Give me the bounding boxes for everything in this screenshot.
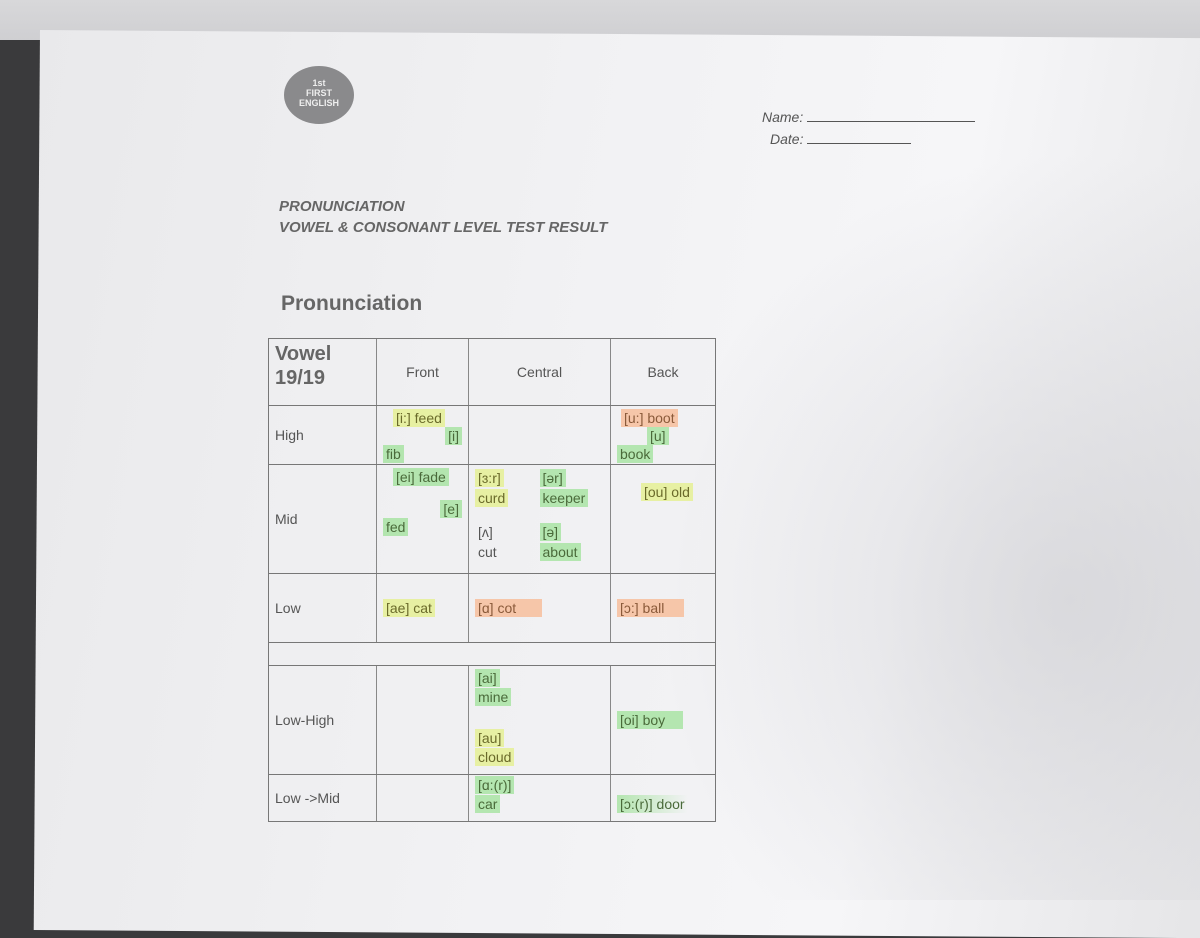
row-label: Low — [269, 574, 377, 642]
sound: [ɔ:] ball — [617, 599, 685, 617]
cell-low-front: [ae] cat — [377, 574, 469, 642]
cell-mid-front: [ei] fade [e] fed — [377, 465, 469, 573]
sound: [ʌ] — [478, 524, 493, 540]
sound: cut — [478, 544, 497, 560]
title-line-2: VOWEL & CONSONANT LEVEL TEST RESULT — [279, 219, 608, 236]
cell-lowmid-back: [ɔ:(r)] door — [611, 775, 715, 821]
table-row-low-mid: Low ->Mid [ɑ:(r)] car [ɔ:(r)] door — [268, 775, 716, 822]
sound: about — [539, 543, 581, 561]
sound: fed — [383, 518, 409, 536]
table-row-low: Low [ae] cat [ɑ] cot [ɔ:] ball — [268, 574, 716, 643]
sound: [ɜ:r] — [475, 469, 504, 487]
sound: [ai] — [475, 669, 500, 687]
sound: [u:] boot — [621, 409, 678, 427]
corner-cell: Vowel 19/19 — [269, 339, 377, 405]
sound: [ae] cat — [383, 599, 435, 617]
name-label: Name: — [762, 109, 804, 125]
sound: [ə] — [539, 523, 562, 541]
sound: [au] — [475, 729, 505, 747]
section-heading: Pronunciation — [281, 292, 423, 315]
sound: cloud — [475, 748, 515, 766]
title-line-1: PRONUNCIATION — [279, 198, 405, 215]
cell-high-central — [469, 406, 611, 464]
col-back: Back — [647, 364, 679, 380]
table-row-mid: Mid [ei] fade [e] fed [ɜ:r] curd [ər] keep… — [268, 465, 716, 574]
vowel-label: Vowel — [275, 343, 332, 365]
school-logo: 1st FIRST ENGLISH — [284, 66, 354, 124]
cell-lowmid-front — [377, 775, 469, 821]
sound: car — [475, 795, 501, 813]
sound: [ɔ:(r)] door — [617, 795, 688, 813]
col-central: Central — [469, 339, 611, 405]
document-title: PRONUNCIATION VOWEL & CONSONANT LEVEL TE… — [279, 196, 607, 238]
cell-high-front: [i:] feed [i] fib — [377, 406, 469, 464]
cell-lowhigh-back: [oi] boy — [611, 666, 715, 774]
row-label: Mid — [269, 465, 377, 573]
row-label: High — [269, 406, 377, 464]
sound: [e] — [440, 500, 462, 518]
sound: [i:] feed — [393, 409, 445, 427]
cell-low-central: [ɑ] cot — [469, 574, 611, 642]
sound: [ər] — [539, 469, 566, 487]
cell-low-back: [ɔ:] ball — [611, 574, 715, 642]
sound: [ou] old — [641, 483, 693, 501]
sound: mine — [475, 688, 512, 706]
sound: [ɑ] cot — [475, 599, 543, 617]
cell-mid-central: [ɜ:r] curd [ər] keeper [ʌ] cut [ə] about — [469, 465, 611, 573]
sound: keeper — [539, 489, 589, 507]
date-label: Date: — [770, 131, 804, 147]
table-header-row: Vowel 19/19 Front Central Back — [268, 338, 716, 406]
shadow — [650, 150, 1200, 900]
name-field — [807, 107, 976, 122]
cell-mid-back: [ou] old — [611, 465, 715, 573]
row-label: Low-High — [269, 666, 377, 774]
sound: curd — [475, 489, 509, 507]
cell-lowhigh-front — [377, 666, 469, 774]
cell-lowmid-central: [ɑ:(r)] car — [469, 775, 611, 821]
cell-lowhigh-central: [ai] mine [au] cloud — [469, 666, 611, 774]
vowel-table: Vowel 19/19 Front Central Back High [i:] … — [268, 338, 716, 822]
table-spacer-row — [268, 643, 716, 666]
sound: [i] — [445, 427, 462, 445]
table-row-high: High [i:] feed [i] fib [u:] boot [u] boo… — [268, 406, 716, 465]
table-row-low-high: Low-High [ai] mine [au] cloud [oi] boy — [268, 666, 716, 775]
row-label: Low ->Mid — [269, 775, 377, 821]
date-field — [807, 129, 912, 144]
sound: [u] — [647, 427, 669, 445]
name-date-block: Name: Date: — [762, 106, 976, 150]
sound: fib — [383, 445, 404, 463]
sound: book — [617, 445, 654, 463]
sound: [ei] fade — [393, 468, 449, 486]
cell-high-back: [u:] boot [u] book — [611, 406, 715, 464]
col-front: Front — [377, 339, 469, 405]
sound: [oi] boy — [617, 711, 684, 729]
score: 19/19 — [275, 367, 326, 389]
sound: [ɑ:(r)] — [475, 776, 515, 794]
